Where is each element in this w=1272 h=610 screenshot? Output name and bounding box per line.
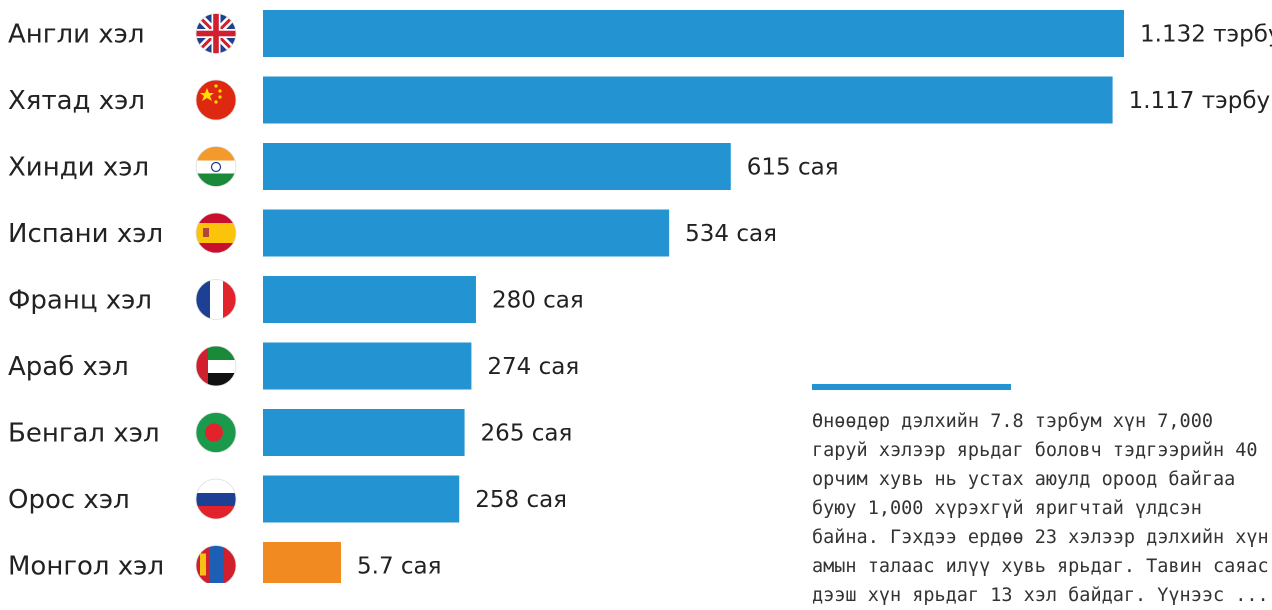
bar-row: Монгол хэл 5.7 сая xyxy=(8,542,441,583)
data-label: 5.7 сая xyxy=(357,554,441,580)
uae-flag-icon xyxy=(195,345,237,387)
category-label: Франц хэл xyxy=(8,286,152,316)
data-label: 280 сая xyxy=(492,288,584,314)
bar-row: Испани хэл 534 сая xyxy=(8,209,777,257)
data-label: 258 сая xyxy=(475,487,567,513)
bar-row: Хинди хэл 615 сая xyxy=(8,143,839,190)
russia-flag-icon xyxy=(195,478,237,520)
category-label: Араб хэл xyxy=(8,352,129,382)
data-label: 274 сая xyxy=(487,354,579,380)
category-label: Хинди хэл xyxy=(8,153,149,183)
bar-row: Англи хэл 1.132 тэрбум xyxy=(8,10,1272,57)
bar-row: Орос хэл 258 сая xyxy=(8,475,567,523)
data-label: 1.117 тэрбум xyxy=(1129,88,1272,114)
category-label: Англи хэл xyxy=(8,20,145,50)
mongolia-flag-icon xyxy=(195,545,237,583)
note-box: Өнөөдөр дэлхийн 7.8 тэрбум хүн 7,000 гар… xyxy=(812,384,1272,610)
bar-row: Бенгал хэл 265 сая xyxy=(8,409,572,456)
bangladesh-flag-icon xyxy=(195,412,237,453)
bar-row: Араб хэл 274 сая xyxy=(8,342,579,390)
bar xyxy=(263,10,1124,57)
india-flag-icon xyxy=(195,146,237,187)
bar-chart: Англи хэл 1.132 тэрбум Хятад хэл 1.117 тэрб… xyxy=(8,10,1272,583)
category-label: Орос хэл xyxy=(8,485,130,515)
bar xyxy=(263,542,341,583)
bar xyxy=(263,209,670,257)
data-label: 615 сая xyxy=(747,155,839,181)
note-text: Өнөөдөр дэлхийн 7.8 тэрбум хүн 7,000 гар… xyxy=(812,411,1269,606)
uk-flag-icon xyxy=(195,13,237,54)
france-flag-icon xyxy=(195,279,237,320)
data-label: 265 сая xyxy=(481,421,573,447)
data-label: 534 сая xyxy=(685,221,777,247)
note-divider xyxy=(812,384,1011,390)
bar xyxy=(263,143,731,190)
bar xyxy=(263,409,465,456)
category-label: Бенгал хэл xyxy=(8,419,160,449)
data-label: 1.132 тэрбум xyxy=(1140,22,1272,48)
china-flag-icon xyxy=(195,79,237,121)
category-label: Испани хэл xyxy=(8,219,163,249)
bar-row: Хятад хэл 1.117 тэрбум xyxy=(8,76,1272,124)
category-label: Монгол хэл xyxy=(8,552,164,582)
bar xyxy=(263,76,1113,124)
bar xyxy=(263,475,460,523)
bar-row: Франц хэл 280 сая xyxy=(8,276,584,323)
spain-flag-icon xyxy=(195,212,237,254)
bar xyxy=(263,342,472,390)
bar xyxy=(263,276,476,323)
category-label: Хятад хэл xyxy=(8,86,145,116)
